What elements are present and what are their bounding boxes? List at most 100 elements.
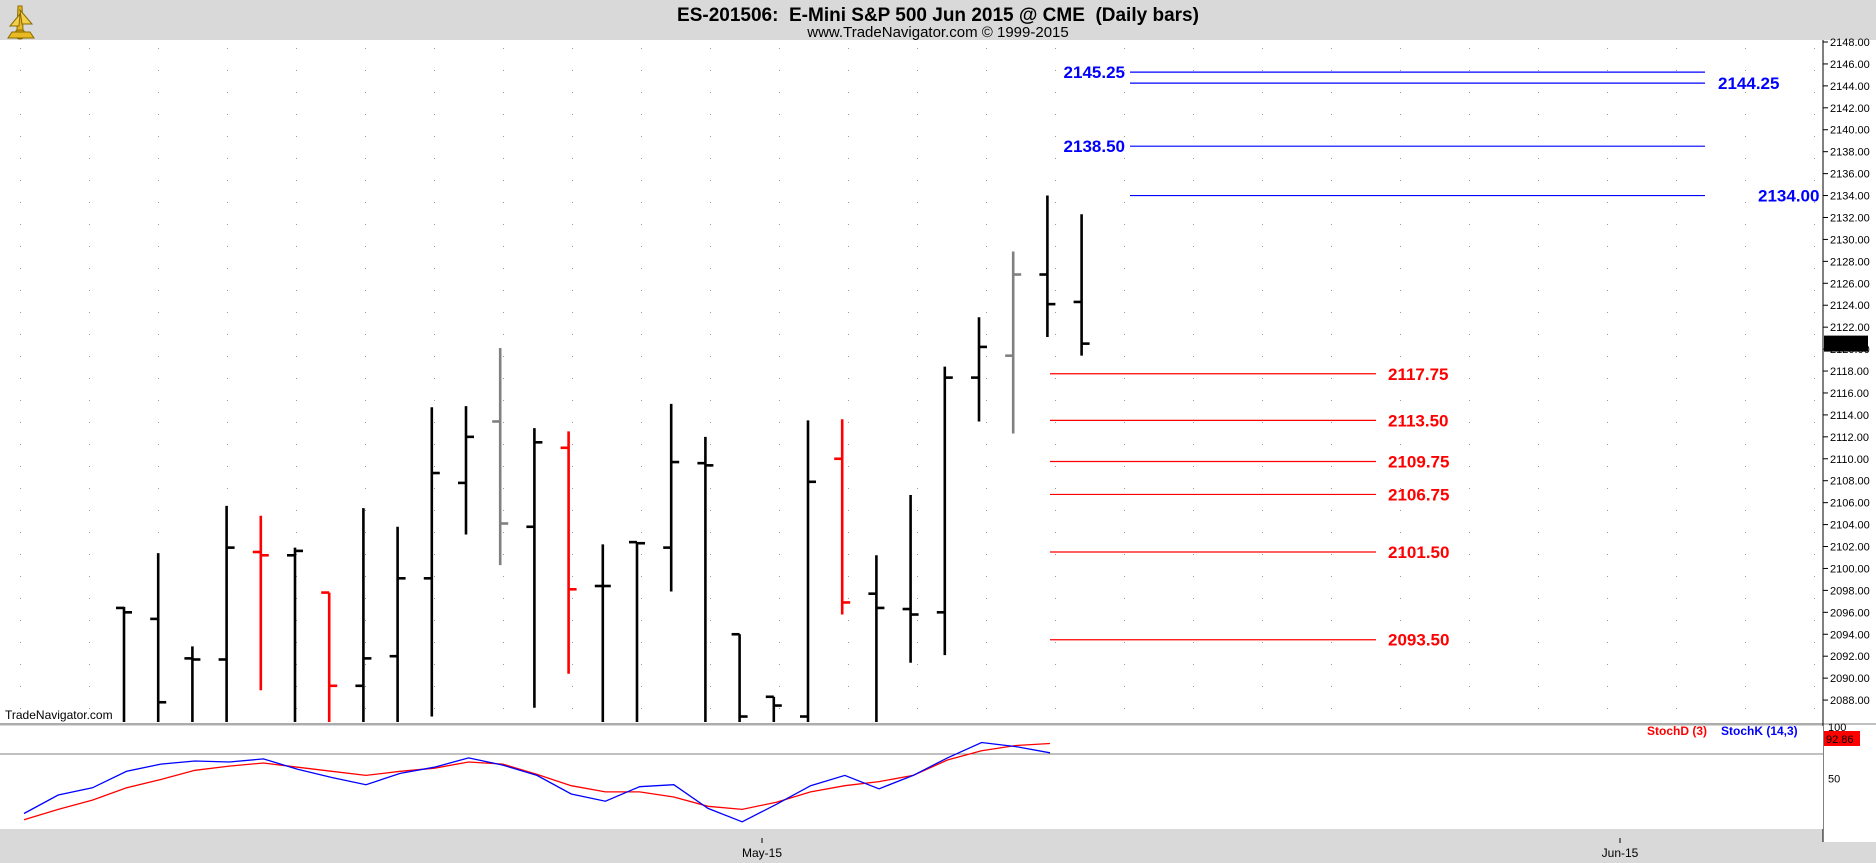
support-label: 2113.50 xyxy=(1388,411,1449,430)
grid-dot xyxy=(1745,158,1746,159)
grid-dot xyxy=(365,246,366,247)
grid-dot xyxy=(1469,576,1470,577)
grid-dot xyxy=(296,290,297,291)
grid-dot xyxy=(1676,510,1677,511)
grid-dot xyxy=(572,180,573,181)
grid-dot xyxy=(779,114,780,115)
grid-dot xyxy=(1538,664,1539,665)
grid-dot xyxy=(641,268,642,269)
grid-dot xyxy=(1055,92,1056,93)
grid-dot xyxy=(986,620,987,621)
grid-dot xyxy=(503,202,504,203)
grid-dot xyxy=(434,510,435,511)
grid-dot xyxy=(1124,708,1125,709)
grid-dot xyxy=(1676,422,1677,423)
grid-dot xyxy=(503,48,504,49)
grid-dot xyxy=(1124,576,1125,577)
grid-dot xyxy=(1538,202,1539,203)
grid-dot xyxy=(1607,664,1608,665)
grid-dot xyxy=(641,378,642,379)
grid-dot xyxy=(158,48,159,49)
grid-dot xyxy=(1262,158,1263,159)
grid-dot xyxy=(1055,510,1056,511)
y-tick-label: 2114.00 xyxy=(1830,410,1869,422)
grid-dot xyxy=(779,92,780,93)
ohlc-bar xyxy=(629,540,645,722)
grid-dot xyxy=(1331,268,1332,269)
grid-dot xyxy=(434,224,435,225)
grid-dot xyxy=(986,224,987,225)
grid-dot xyxy=(1400,290,1401,291)
grid-dot xyxy=(572,70,573,71)
grid-dot xyxy=(20,92,21,93)
grid-dot xyxy=(1400,532,1401,533)
grid-dot xyxy=(779,290,780,291)
grid-dot xyxy=(1124,532,1125,533)
grid-dot xyxy=(89,532,90,533)
grid-dot xyxy=(365,356,366,357)
grid-dot xyxy=(848,224,849,225)
grid-dot xyxy=(572,554,573,555)
grid-dot xyxy=(296,642,297,643)
grid-dot xyxy=(434,532,435,533)
watermark: TradeNavigator.com xyxy=(5,708,113,722)
grid-dot xyxy=(1055,224,1056,225)
grid-dot xyxy=(641,334,642,335)
grid-dot xyxy=(986,510,987,511)
grid-dot xyxy=(1124,268,1125,269)
grid-dot xyxy=(917,246,918,247)
grid-dot xyxy=(1745,224,1746,225)
grid-dot xyxy=(503,136,504,137)
grid-dot xyxy=(89,598,90,599)
grid-dot xyxy=(1676,686,1677,687)
grid-dot xyxy=(986,532,987,533)
grid-dot xyxy=(1124,158,1125,159)
grid-dot xyxy=(1193,554,1194,555)
grid-dot xyxy=(1262,642,1263,643)
grid-dot xyxy=(848,114,849,115)
grid-dot xyxy=(917,708,918,709)
grid-dot xyxy=(710,180,711,181)
grid-dot xyxy=(710,378,711,379)
grid-dot xyxy=(1400,620,1401,621)
grid-dot xyxy=(1745,312,1746,313)
grid-dot xyxy=(158,224,159,225)
grid-dot xyxy=(89,224,90,225)
grid-dot xyxy=(986,642,987,643)
grid-dot xyxy=(1331,378,1332,379)
grid-dot xyxy=(89,334,90,335)
grid-dot xyxy=(1469,554,1470,555)
ohlc-bar xyxy=(1039,195,1056,338)
grid-dot xyxy=(1745,444,1746,445)
y-tick-label: 2128.00 xyxy=(1830,256,1870,268)
grid-dot xyxy=(1538,114,1539,115)
grid-dot xyxy=(158,246,159,247)
grid-dot xyxy=(158,466,159,467)
grid-dot xyxy=(503,334,504,335)
grid-dot xyxy=(20,136,21,137)
grid-dot xyxy=(1676,48,1677,49)
grid-dot xyxy=(1607,334,1608,335)
grid-dot xyxy=(296,686,297,687)
grid-dot xyxy=(986,378,987,379)
grid-dot xyxy=(641,686,642,687)
grid-dot xyxy=(848,290,849,291)
grid-dot xyxy=(365,70,366,71)
grid-dot xyxy=(572,488,573,489)
grid-dot xyxy=(434,488,435,489)
grid-dot xyxy=(365,642,366,643)
grid-dot xyxy=(1193,510,1194,511)
support-label: 2101.50 xyxy=(1388,543,1449,562)
grid-dot xyxy=(641,290,642,291)
grid-dot xyxy=(1745,488,1746,489)
grid-dot xyxy=(89,400,90,401)
grid-dot xyxy=(1745,686,1746,687)
support-resistance-lines: 2145.25 2144.25 2138.50 2134.00 2117.75 2113.… xyxy=(1050,63,1819,650)
grid-dot xyxy=(1469,400,1470,401)
grid-dot xyxy=(710,532,711,533)
grid-dot xyxy=(1538,70,1539,71)
grid-dot xyxy=(986,444,987,445)
grid-dot xyxy=(779,444,780,445)
grid-dot xyxy=(1193,48,1194,49)
grid-dot xyxy=(1055,356,1056,357)
